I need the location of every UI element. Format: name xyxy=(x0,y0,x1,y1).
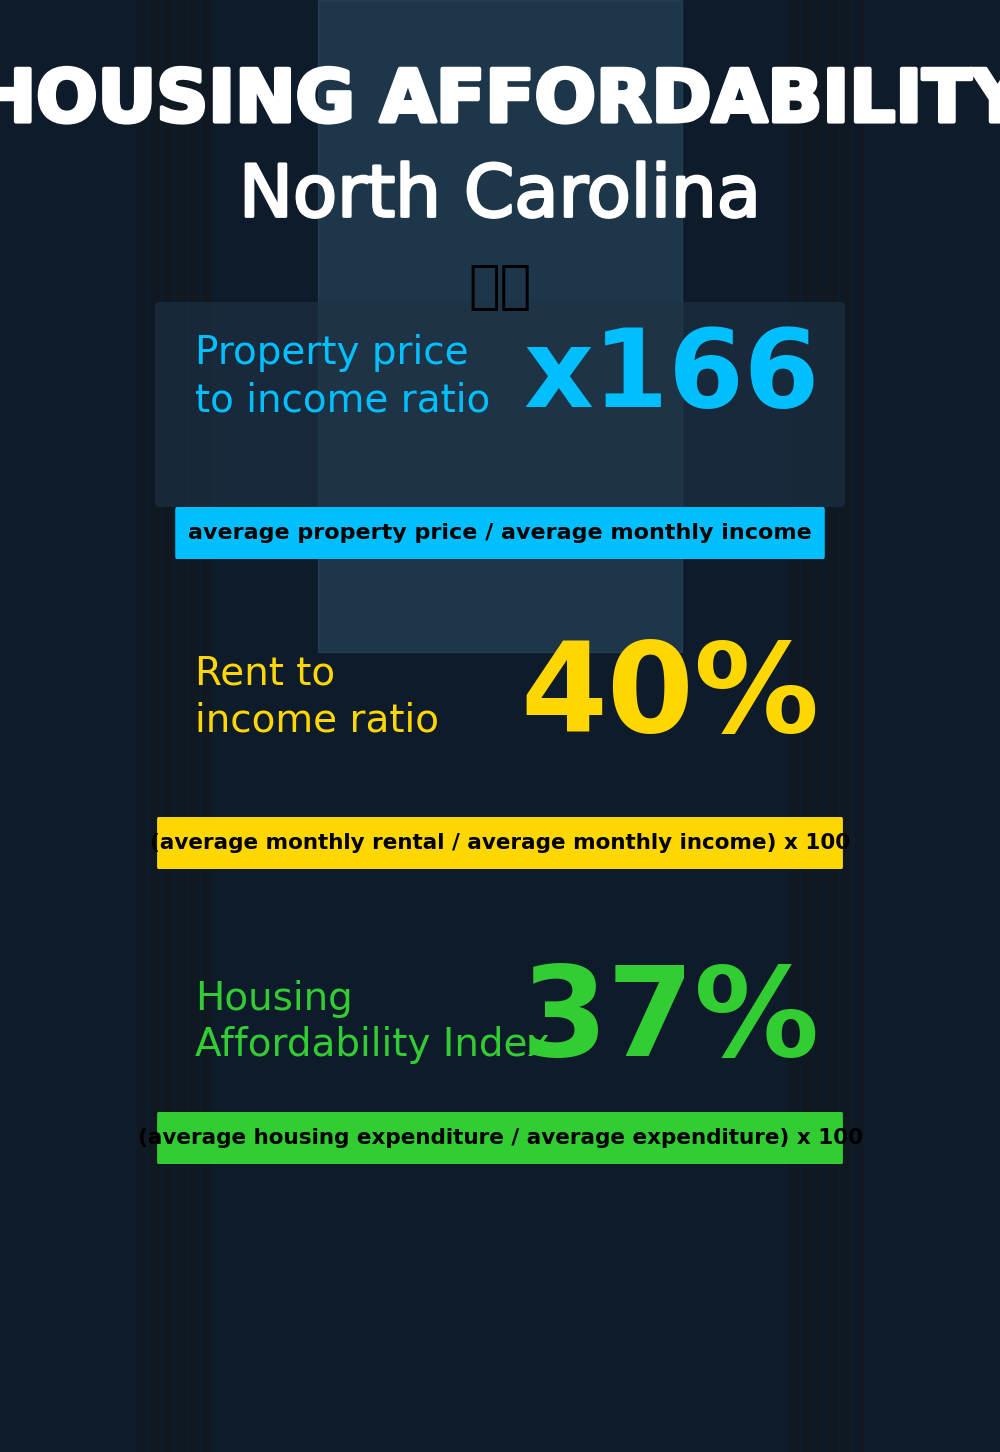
Bar xyxy=(176,0,185,1452)
Text: Property price
to income ratio: Property price to income ratio xyxy=(195,334,490,420)
Text: 40%: 40% xyxy=(521,636,820,758)
Bar xyxy=(318,0,682,652)
Text: 37%: 37% xyxy=(520,961,820,1083)
Bar xyxy=(163,0,172,1452)
Text: (average housing expenditure / average expenditure) x 100: (average housing expenditure / average e… xyxy=(138,1128,862,1149)
Text: average property price / average monthly income: average property price / average monthly… xyxy=(188,523,812,543)
Bar xyxy=(855,0,863,1452)
FancyBboxPatch shape xyxy=(157,817,843,868)
Text: x166: x166 xyxy=(523,324,820,430)
Text: Rent to
income ratio: Rent to income ratio xyxy=(195,655,439,739)
Bar xyxy=(150,0,159,1452)
Bar xyxy=(841,0,850,1452)
FancyBboxPatch shape xyxy=(155,302,845,507)
Bar xyxy=(189,0,198,1452)
Bar xyxy=(828,0,837,1452)
Text: (average monthly rental / average monthly income) x 100: (average monthly rental / average monthl… xyxy=(150,833,850,852)
Text: 🇺🇸: 🇺🇸 xyxy=(468,261,532,314)
Text: North Carolina: North Carolina xyxy=(239,163,761,231)
Text: Housing
Affordability Index: Housing Affordability Index xyxy=(195,980,550,1064)
Bar xyxy=(137,0,145,1452)
FancyBboxPatch shape xyxy=(175,507,825,559)
Bar xyxy=(802,0,811,1452)
Bar xyxy=(202,0,211,1452)
Bar xyxy=(789,0,798,1452)
Text: HOUSING AFFORDABILITY: HOUSING AFFORDABILITY xyxy=(0,67,1000,136)
Bar xyxy=(815,0,824,1452)
FancyBboxPatch shape xyxy=(157,1112,843,1165)
